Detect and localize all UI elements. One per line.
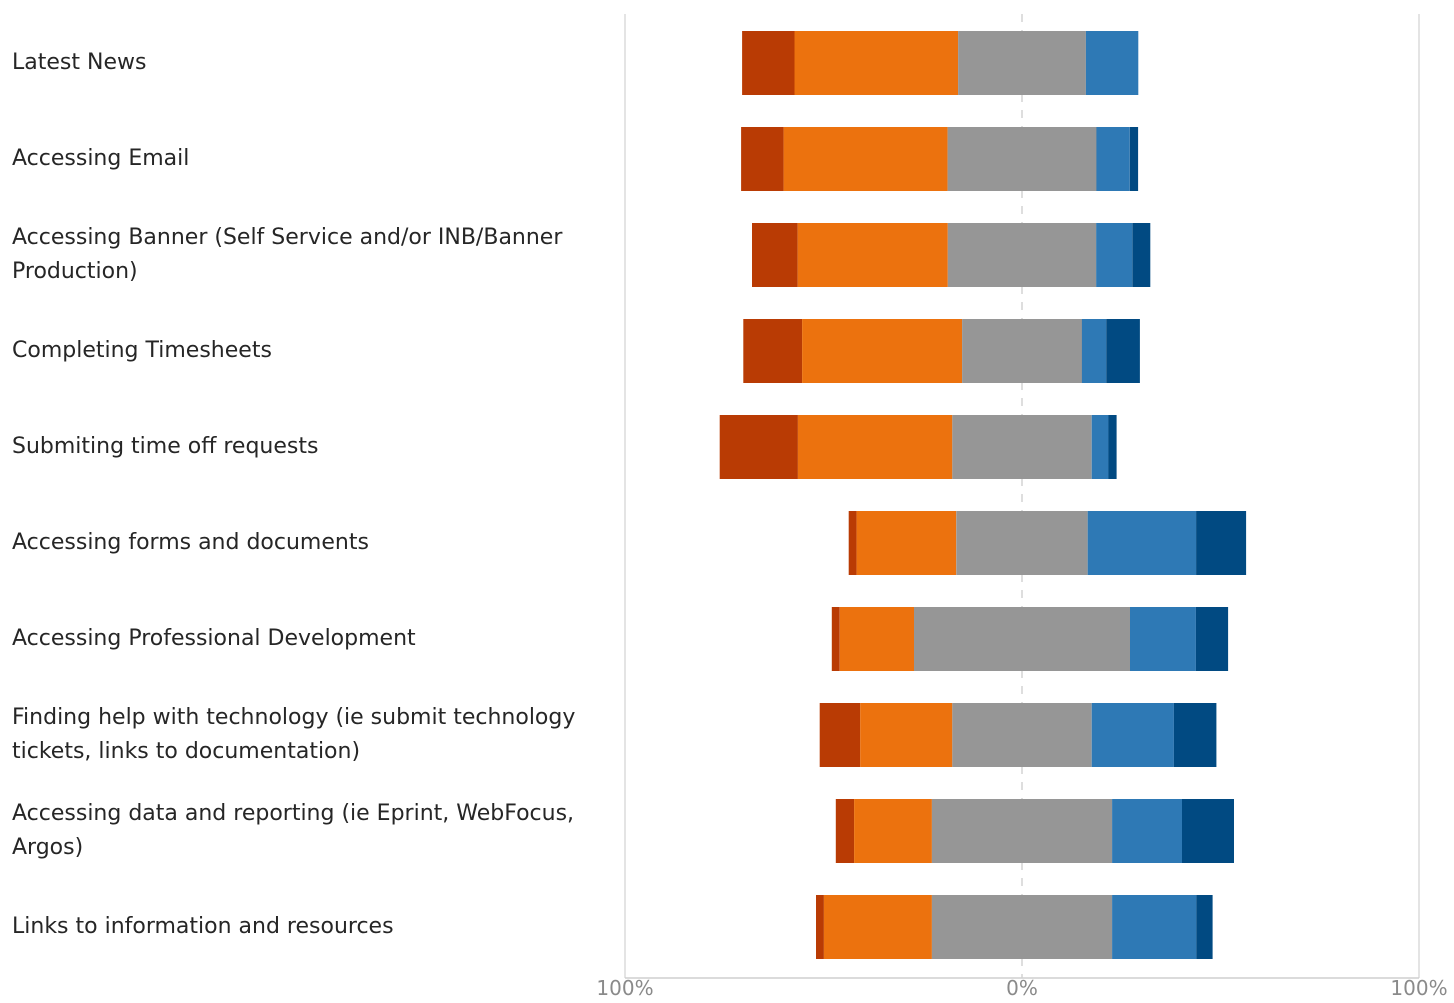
bar-segment-6-2	[856, 511, 957, 575]
bar-segment-10-4	[1112, 895, 1197, 959]
category-label: Finding help with technology (ie submit …	[12, 705, 576, 764]
bar-segment-2-2	[783, 127, 948, 191]
bar-segment-2-3	[947, 127, 1097, 191]
bar-segment-9-4	[1112, 799, 1182, 863]
bar-segment-1-3	[958, 31, 1086, 95]
bar-segment-5-4	[1091, 415, 1109, 479]
category-label: Accessing forms and documents	[12, 530, 369, 555]
bar-segment-4-5	[1106, 319, 1140, 383]
bar-segment-8-4	[1091, 703, 1174, 767]
bar-segment-6-5	[1196, 511, 1247, 575]
bar-segment-1-1	[742, 31, 795, 95]
bar-segment-8-2	[860, 703, 953, 767]
bar-segment-10-5	[1196, 895, 1213, 959]
bar-segment-4-4	[1081, 319, 1107, 383]
bar-segment-8-1	[819, 703, 861, 767]
bar-segment-8-3	[952, 703, 1092, 767]
bar-segment-5-1	[719, 415, 798, 479]
bar-segment-2-4	[1096, 127, 1130, 191]
bar-segment-9-1	[835, 799, 855, 863]
category-label: Submiting time off requests	[12, 434, 319, 459]
bar-segment-5-3	[952, 415, 1092, 479]
bar-segment-4-3	[962, 319, 1082, 383]
bar-segment-3-1	[752, 223, 798, 287]
bar-segment-9-5	[1182, 799, 1234, 863]
bar-segment-7-5	[1195, 607, 1229, 671]
bar-segment-2-5	[1129, 127, 1139, 191]
bar-segment-5-5	[1108, 415, 1117, 479]
bar-segment-1-2	[794, 31, 959, 95]
bar-segment-9-3	[931, 799, 1113, 863]
bar-segment-6-1	[848, 511, 857, 575]
bar-segment-3-3	[947, 223, 1097, 287]
category-label: Accessing data and reporting (ie Eprint,…	[12, 801, 575, 860]
bar-segment-6-4	[1087, 511, 1197, 575]
bar-segment-7-4	[1130, 607, 1196, 671]
bar-segment-7-1	[831, 607, 840, 671]
x-tick-label: 0%	[1006, 976, 1038, 1000]
bar-segment-1-4	[1085, 31, 1139, 95]
bar-segment-2-1	[741, 127, 784, 191]
bar-segment-10-2	[823, 895, 932, 959]
bar-segment-3-4	[1096, 223, 1133, 287]
bar-segment-6-3	[956, 511, 1088, 575]
bar-segment-10-3	[931, 895, 1113, 959]
bar-segment-9-2	[854, 799, 932, 863]
bar-segment-10-1	[816, 895, 824, 959]
category-label: Accessing Professional Development	[12, 626, 416, 651]
bar-segment-3-5	[1132, 223, 1151, 287]
bar-segment-5-2	[797, 415, 953, 479]
bar-segment-8-5	[1173, 703, 1217, 767]
category-label: Accessing Banner (Self Service and/or IN…	[12, 225, 563, 284]
category-label: Links to information and resources	[12, 914, 394, 939]
bar-segment-4-2	[802, 319, 963, 383]
category-label: Accessing Email	[12, 146, 190, 171]
category-label: Latest News	[12, 50, 147, 75]
bar-segment-3-2	[797, 223, 948, 287]
bar-segment-7-2	[839, 607, 914, 671]
category-label: Completing Timesheets	[12, 338, 272, 363]
bar-segment-4-1	[743, 319, 803, 383]
bar-segment-7-3	[914, 607, 1130, 671]
x-tick-label: 100%	[1390, 976, 1447, 1000]
x-tick-label: 100%	[596, 976, 653, 1000]
